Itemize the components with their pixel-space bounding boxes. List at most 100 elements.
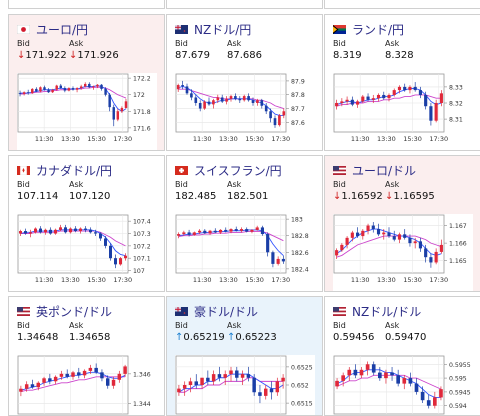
candle-body xyxy=(413,241,417,244)
candle-body xyxy=(211,374,216,382)
price-chart[interactable]: 107.4 107.3 107.2 107.1 107 11:30 13:30 15:30 17… xyxy=(17,214,157,292)
candle-body xyxy=(35,88,38,92)
candle-body xyxy=(51,89,54,93)
ask-value: 0.65223 xyxy=(235,332,277,343)
currency-pair-link[interactable]: ランド/円 xyxy=(352,22,405,37)
candle-body xyxy=(281,377,285,382)
currency-pair-link[interactable]: ユーロ/ドル xyxy=(352,163,417,178)
candle-body xyxy=(79,228,82,232)
plot-frame xyxy=(17,73,129,133)
candle-body xyxy=(49,229,52,234)
candle-body xyxy=(65,373,69,377)
y-tick-label: 87.9 xyxy=(291,78,305,85)
ask-price: 107.120 xyxy=(69,191,110,202)
y-tick-label: 1.166 xyxy=(449,241,467,248)
ask-price: ↓1.16595 xyxy=(385,191,435,202)
candle-body xyxy=(69,228,72,233)
x-tick-label: 17:30 xyxy=(429,135,448,143)
ca-flag xyxy=(17,165,36,175)
currency-pair-link[interactable]: 英ポンド/ドル xyxy=(36,304,113,319)
candle-body xyxy=(100,84,103,89)
rate-card-eurusd[interactable]: ユーロ/ドル Bid Ask ↓1.16592 ↓1.16595 1.167 1.166 1.… xyxy=(324,155,480,292)
candle-body xyxy=(371,364,376,373)
x-tick-label: 11:30 xyxy=(351,276,370,284)
candle-body xyxy=(276,258,280,264)
candle-body xyxy=(88,367,93,371)
currency-pair-link[interactable]: カナダドル/円 xyxy=(36,163,113,178)
candle-body xyxy=(366,96,370,100)
price-chart[interactable]: 183 182.8 182.6 182.4 11:30 13:30 15:30 17:30 xyxy=(175,214,315,292)
candle-body xyxy=(188,381,193,385)
currency-pair-link[interactable]: ユーロ/円 xyxy=(36,22,89,37)
ask-value: 182.501 xyxy=(227,191,269,202)
y-tick-label: 107 xyxy=(133,268,145,275)
x-tick-label: 13:30 xyxy=(219,276,238,284)
y-tick-label: 183 xyxy=(291,217,303,224)
ask-value: 1.16595 xyxy=(393,191,435,202)
candle-body xyxy=(206,377,210,382)
price-chart[interactable]: 1.167 1.166 1.165 11:30 13:30 15:30 17:30 xyxy=(333,214,473,292)
bid-label: Bid xyxy=(333,39,346,48)
candle-body xyxy=(350,99,354,105)
candle-body xyxy=(29,232,32,234)
candle-body xyxy=(194,381,198,385)
x-tick-label: 11:30 xyxy=(351,135,370,143)
candle-body xyxy=(42,378,46,383)
candle-body xyxy=(92,86,95,88)
y-tick-label: 107.4 xyxy=(133,219,151,226)
y-tick-label: 182.6 xyxy=(291,250,309,257)
bid-price: ↓171.922 xyxy=(17,50,67,61)
rate-card-zarjpy[interactable]: ランド/円 Bid Ask 8.319 8.328 8.33 8.32 8.31 11:30 13… xyxy=(324,14,480,151)
y-tick-label: 0.652 xyxy=(291,383,309,390)
x-tick-label: 15:30 xyxy=(245,135,264,143)
candle-body xyxy=(429,106,433,121)
currency-pair-link[interactable]: NZドル/ドル xyxy=(352,304,422,319)
candle-body xyxy=(104,88,107,95)
rate-card-nzdjpy[interactable]: NZドル/円 Bid Ask 87.679 87.686 87.9 87.8 87.7 87.6… xyxy=(166,14,323,151)
candle-body xyxy=(275,381,280,393)
candle-body xyxy=(54,229,57,234)
candle-body xyxy=(418,90,422,95)
candle-body xyxy=(114,258,117,265)
currency-pair-link[interactable]: 豪ドル/ドル xyxy=(194,304,259,319)
card-title-row: ユーロ/ドル xyxy=(333,162,416,178)
y-tick-label: 87.6 xyxy=(291,120,305,127)
y-tick-label: 1.167 xyxy=(449,223,467,230)
ask-price: 182.501 xyxy=(227,191,268,202)
us-flag xyxy=(333,165,352,175)
candle-body xyxy=(371,225,375,230)
candle-body xyxy=(390,372,394,376)
x-tick-label: 15:30 xyxy=(245,276,264,284)
card-title-row: 英ポンド/ドル xyxy=(17,303,112,319)
currency-pair-link[interactable]: スイスフラン/円 xyxy=(194,163,282,178)
rate-card-nzdusd[interactable]: NZドル/ドル Bid Ask 0.59456 0.59470 0.5955 0.595 0.… xyxy=(324,296,480,416)
price-chart[interactable]: 0.59550.5950.59450.59411:3013:3015:3017:… xyxy=(333,355,473,416)
rate-card-cadjpy[interactable]: カナダドル/円 Bid Ask 107.114 107.120 107.4 107.3 107… xyxy=(8,155,165,292)
candle-body xyxy=(382,94,386,99)
candle-body xyxy=(414,383,419,392)
plot-frame xyxy=(175,214,287,274)
bid-price: 0.59456 xyxy=(333,332,374,343)
candle-body xyxy=(260,100,264,106)
rate-card-audusd[interactable]: 豪ドル/ドル Bid Ask ↑0.65219 ↑0.65223 0.6525 0.652 0… xyxy=(166,296,323,416)
x-tick-label: 11:30 xyxy=(193,135,212,143)
candle-body xyxy=(229,96,233,99)
price-chart[interactable]: 87.9 87.8 87.7 87.6 11:30 13:30 15:30 17:30 xyxy=(175,73,315,151)
bid-value: 0.65219 xyxy=(183,332,225,343)
rate-card-eurjpy[interactable]: ユーロ/円 Bid Ask ↓171.922 ↓171.926 172.2 172 171.8… xyxy=(8,14,165,151)
rate-card-chfjpy[interactable]: スイスフラン/円 Bid Ask 182.485 182.501 183 182.8 182.… xyxy=(166,155,323,292)
candle-body xyxy=(63,88,67,91)
candle-body xyxy=(426,400,431,406)
candle-body xyxy=(94,367,98,373)
candle-body xyxy=(335,250,339,256)
price-chart[interactable]: 8.33 8.32 8.31 11:30 13:30 15:30 17:30 xyxy=(333,73,473,151)
rate-card-gbpusd[interactable]: 英ポンド/ドルBidAsk1.346481.346581.3461.34411:… xyxy=(8,296,165,416)
bid-price: 87.679 xyxy=(175,50,210,61)
plot-frame xyxy=(333,214,445,274)
candle-body xyxy=(94,232,97,234)
currency-pair-link[interactable]: NZドル/円 xyxy=(194,22,252,37)
price-chart[interactable]: 172.2 172 171.8 171.6 11:30 13:30 15:30 17:30 xyxy=(17,73,157,151)
candle-body xyxy=(218,229,223,233)
